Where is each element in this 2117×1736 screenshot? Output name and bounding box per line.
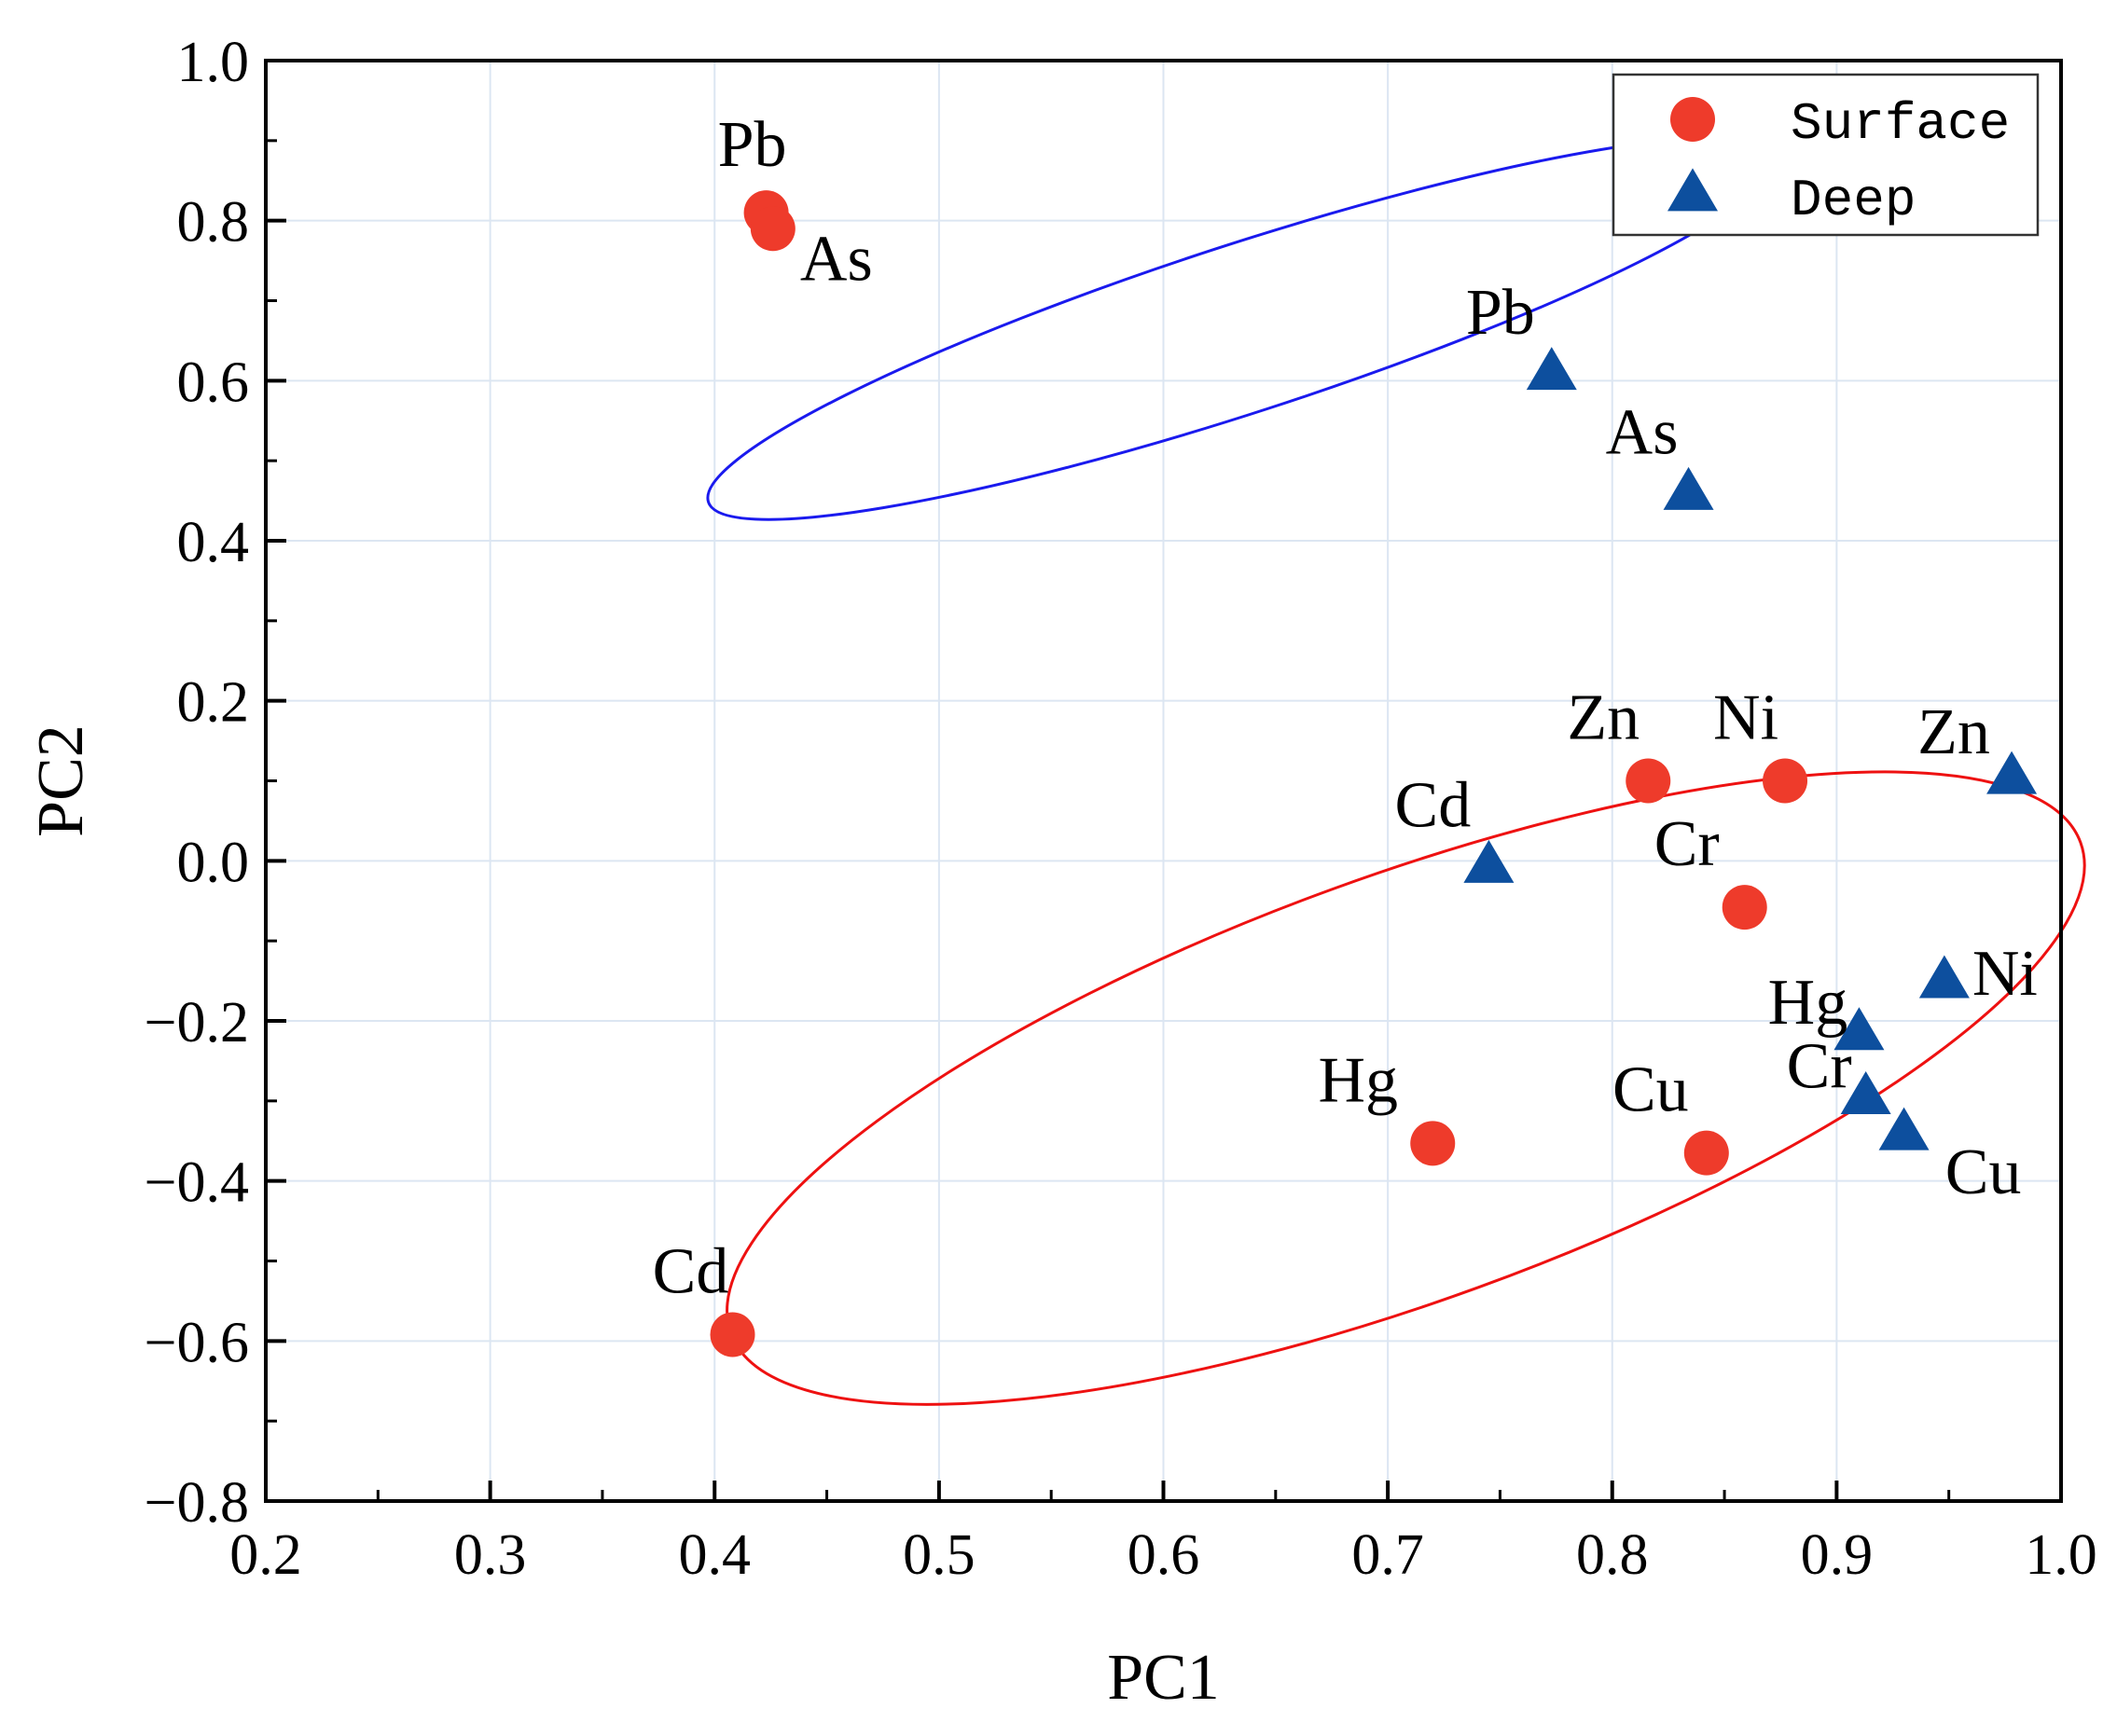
deep-point-cr (1840, 1070, 1891, 1114)
axis-ticks (264, 59, 2063, 1503)
point-label-surface-hg: Hg (1318, 1044, 1398, 1116)
x-tick-label: 0.3 (454, 1523, 527, 1587)
point-label-deep-zn: Zn (1917, 696, 1990, 768)
deep-point-cu (1878, 1107, 1930, 1150)
x-tick-label: 0.8 (1576, 1523, 1649, 1587)
deep-point-cd (1463, 839, 1515, 883)
point-label-deep-ni: Ni (1972, 938, 2038, 1010)
y-tick-labels: −0.8 −0.6 −0.4 −0.2 0.0 0.2 0.4 0.6 0.8 1.0 (145, 31, 249, 1535)
x-tick-label: 0.5 (903, 1523, 975, 1587)
point-label-surface-zn: Zn (1567, 682, 1640, 754)
point-label-deep-cr: Cr (1787, 1031, 1852, 1103)
point-label-surface-cr: Cr (1654, 808, 1720, 880)
legend: Surface Deep (1612, 73, 2040, 237)
deep-point-hg (1833, 1007, 1885, 1051)
x-tick-labels: 0.2 0.3 0.4 0.5 0.6 0.7 0.8 0.9 1.0 (229, 1523, 2097, 1587)
grid-lines (266, 61, 2061, 1501)
surface-point-cr (1722, 885, 1767, 930)
point-label-deep-cu: Cu (1945, 1137, 2022, 1208)
y-tick-label: −0.4 (145, 1151, 249, 1215)
x-tick-label: 0.7 (1351, 1523, 1424, 1587)
point-label-deep-as: As (1606, 397, 1679, 469)
y-tick-label: 0.6 (177, 351, 250, 414)
y-tick-label: −0.8 (145, 1471, 249, 1535)
surface-point-zn (1626, 758, 1671, 804)
point-label-surface-ni: Ni (1713, 682, 1778, 754)
y-tick-label: −0.6 (145, 1311, 249, 1374)
point-label-deep-cd: Cd (1395, 769, 1472, 841)
surface-point-cd (710, 1312, 755, 1357)
deep-point-as (1663, 466, 1714, 510)
legend-label-surface: Surface (1791, 94, 2010, 154)
point-label-deep-hg: Hg (1768, 967, 1848, 1039)
data-points (710, 190, 2038, 1357)
deep-point-ni (1918, 955, 1970, 999)
y-tick-label: −0.2 (145, 991, 249, 1054)
point-label-surface-as: As (800, 223, 873, 295)
y-axis-title: PC2 (25, 724, 97, 837)
x-tick-label: 0.4 (679, 1523, 752, 1587)
point-label-surface-cd: Cd (653, 1235, 729, 1307)
deep-point-zn (1986, 751, 2038, 794)
legend-marker-deep (1667, 168, 1718, 212)
point-label-deep-pb: Pb (1466, 277, 1535, 349)
y-tick-label: 0.4 (177, 511, 250, 574)
y-tick-label: 1.0 (177, 31, 250, 94)
deep-point-pb (1526, 347, 1577, 391)
x-axis-title: PC1 (1107, 1642, 1220, 1714)
x-tick-label: 0.2 (229, 1523, 302, 1587)
legend-marker-surface (1670, 97, 1715, 142)
point-label-surface-pb: Pb (718, 109, 787, 181)
surface-point-hg (1410, 1121, 1456, 1166)
surface-point-cu (1683, 1130, 1729, 1176)
x-tick-label: 1.0 (2025, 1523, 2097, 1587)
x-tick-label: 0.9 (1801, 1523, 1874, 1587)
y-tick-label: 0.0 (177, 831, 250, 894)
surface-point-ni (1763, 758, 1808, 804)
x-tick-label: 0.6 (1128, 1523, 1200, 1587)
point-label-surface-cu: Cu (1612, 1054, 1689, 1126)
y-tick-label: 0.8 (177, 191, 250, 255)
y-tick-label: 0.2 (177, 671, 250, 735)
surface-point-as (750, 206, 796, 252)
legend-label-deep: Deep (1791, 171, 1916, 230)
